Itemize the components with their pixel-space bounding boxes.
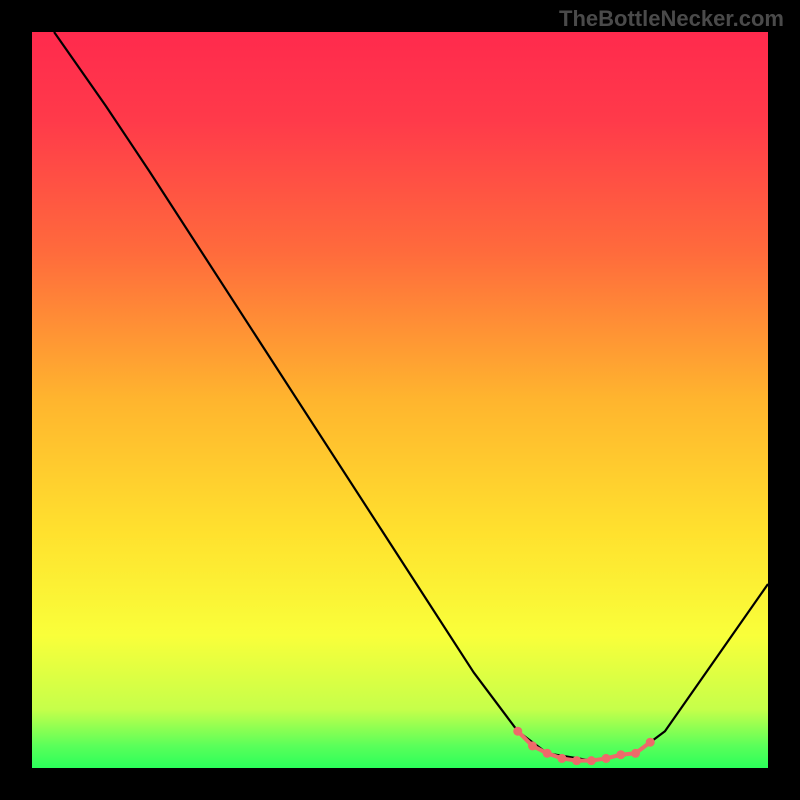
highlight-marker bbox=[572, 756, 581, 765]
highlight-marker bbox=[528, 741, 537, 750]
highlight-marker bbox=[646, 738, 655, 747]
curve-layer bbox=[32, 32, 768, 768]
highlight-marker bbox=[587, 756, 596, 765]
highlight-marker bbox=[631, 749, 640, 758]
highlight-marker bbox=[513, 727, 522, 736]
watermark-text: TheBottleNecker.com bbox=[559, 6, 784, 32]
highlight-marker bbox=[557, 754, 566, 763]
chart-canvas: TheBottleNecker.com bbox=[0, 0, 800, 800]
plot-area bbox=[32, 32, 768, 768]
main-curve bbox=[54, 32, 768, 761]
highlight-marker bbox=[602, 754, 611, 763]
highlight-marker bbox=[616, 750, 625, 759]
highlight-marker bbox=[543, 749, 552, 758]
